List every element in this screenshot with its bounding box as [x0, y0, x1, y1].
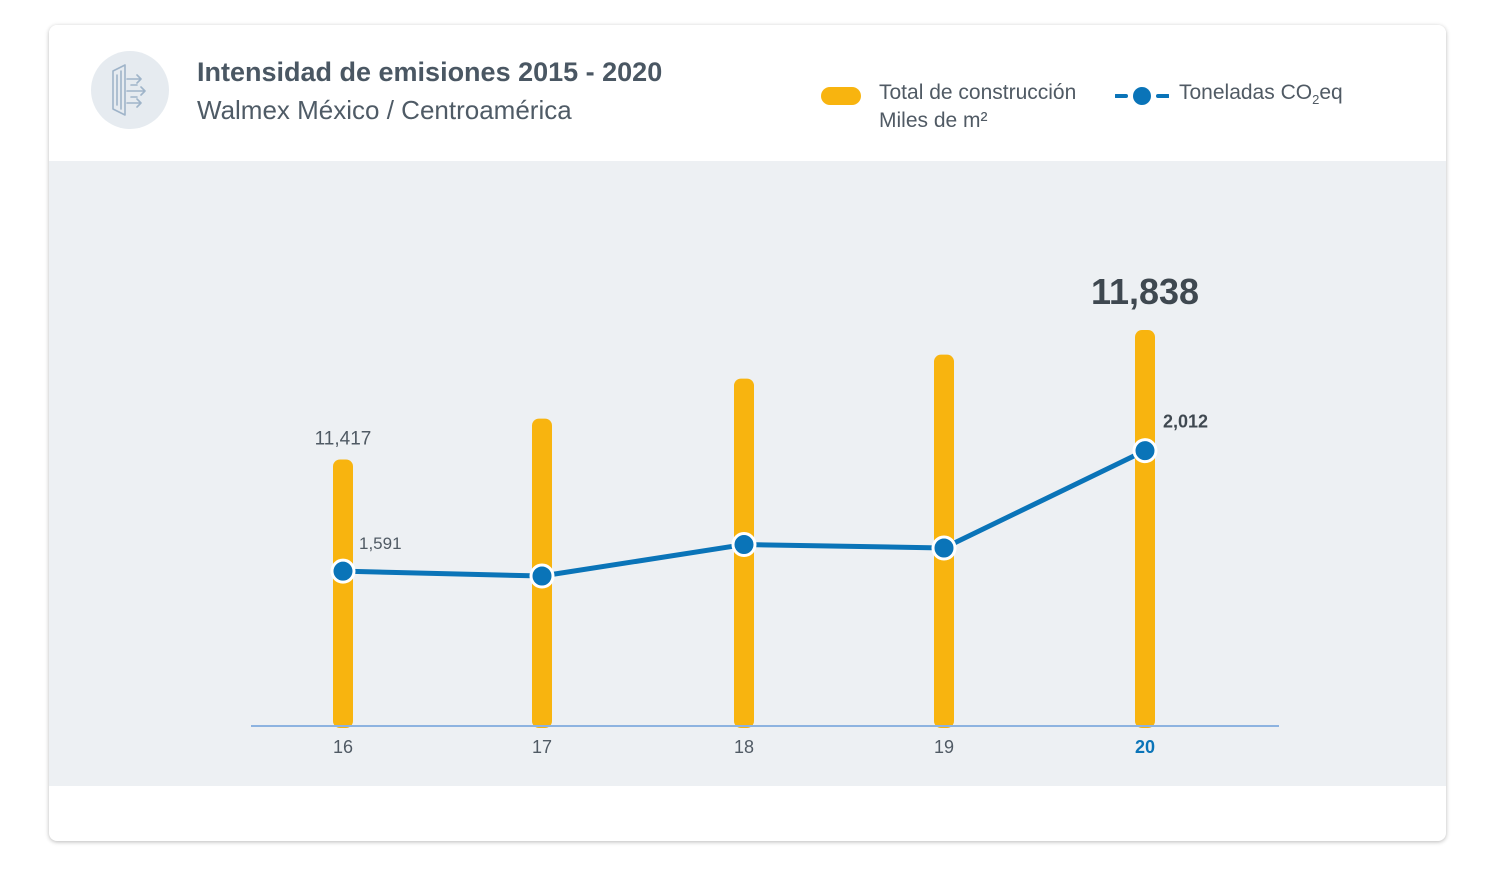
x-tick-label-20: 20 [1135, 737, 1155, 757]
emissions-arrows-icon [91, 51, 169, 129]
x-tick-label-17: 17 [532, 737, 552, 757]
x-tick-label-19: 19 [934, 737, 954, 757]
chart-card: Intensidad de emisiones 2015 - 2020 Walm… [49, 25, 1446, 841]
legend-line-label: Toneladas CO2eq [1179, 79, 1343, 114]
x-tick-label-18: 18 [734, 737, 754, 757]
legend-line-label-suffix: eq [1319, 81, 1343, 104]
chart-header: Intensidad de emisiones 2015 - 2020 Walm… [49, 25, 1446, 161]
combo-chart: 16 17 18 19 20 11,417 11,838 1,591 2,012 [251, 271, 1279, 757]
legend-bar-label-line1: Total de construcción [879, 81, 1077, 104]
line-data-label-20: 2,012 [1163, 412, 1208, 432]
chart-title: Intensidad de emisiones 2015 - 2020 [197, 57, 663, 87]
legend-line-label-prefix: Toneladas CO [1179, 81, 1313, 104]
bar-20 [1135, 330, 1155, 728]
line-point-20 [1132, 438, 1158, 464]
line-data-label-16: 1,591 [359, 534, 402, 553]
bar-data-label-20: 11,838 [1091, 271, 1199, 312]
chart-subtitle: Walmex México / Centroamérica [197, 95, 572, 125]
bar-16 [333, 459, 353, 728]
line-point-18 [731, 532, 757, 558]
legend-bar-label: Total de construcción Miles de m² [879, 79, 1076, 135]
bar-data-label-16: 11,417 [315, 428, 372, 449]
legend-bar-label-line2: Miles de m² [879, 109, 988, 132]
line-point-19 [931, 535, 957, 561]
line-point-16 [330, 558, 356, 584]
legend-line-label-sub: 2 [1312, 92, 1320, 107]
plot-area: 16 17 18 19 20 11,417 11,838 1,591 2,012 [49, 161, 1446, 786]
x-tick-label-16: 16 [333, 737, 353, 757]
line-point-17 [529, 563, 555, 589]
legend-line-swatch [1115, 87, 1169, 105]
legend-bar-swatch [821, 87, 861, 105]
